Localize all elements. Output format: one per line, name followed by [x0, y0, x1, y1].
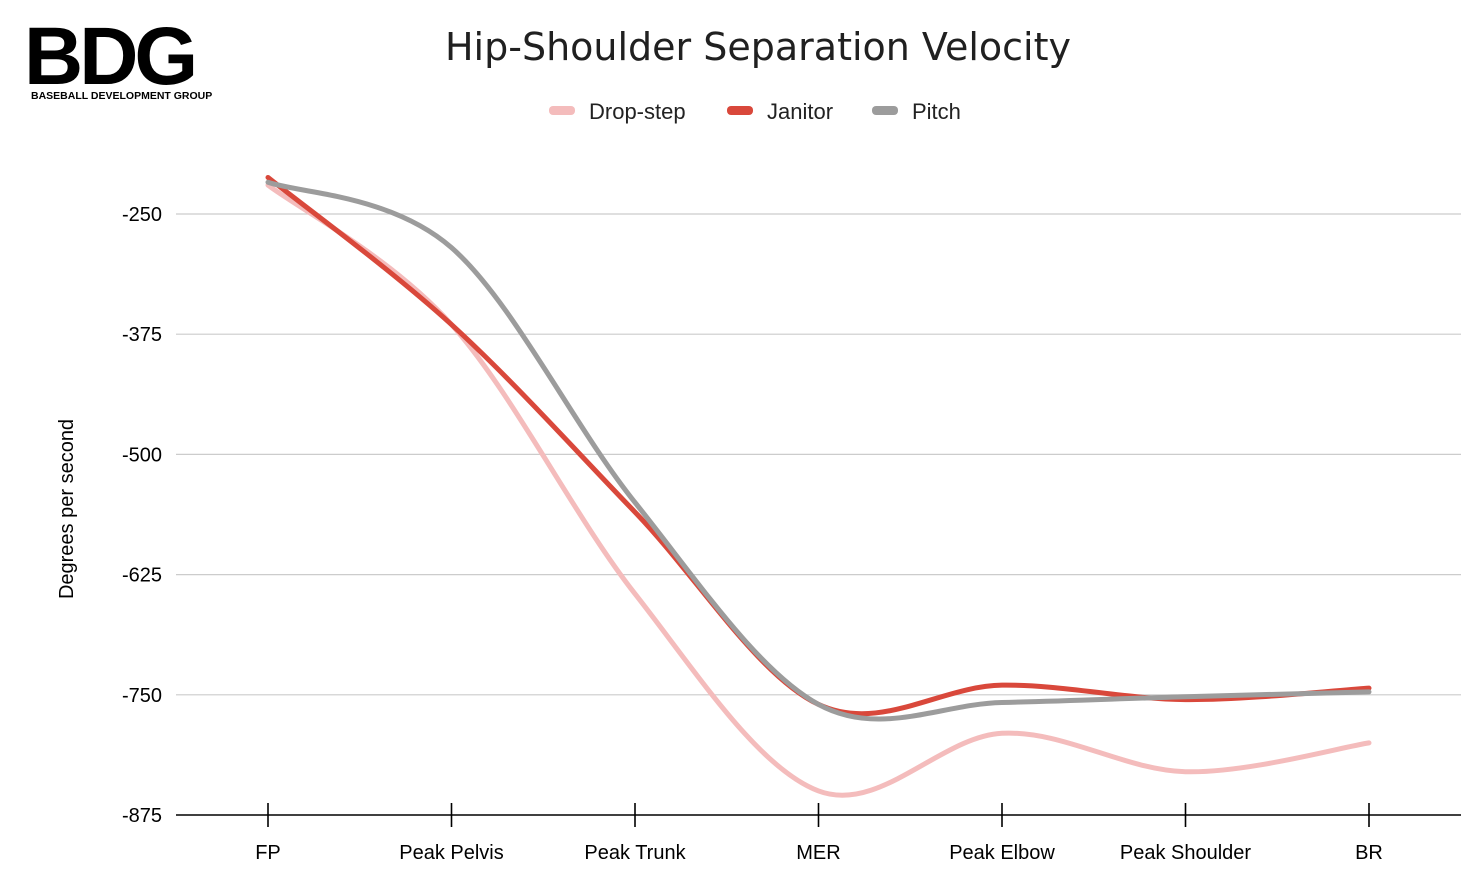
y-tick-label: -875 — [122, 805, 162, 827]
x-tick-label: BR — [1355, 842, 1383, 864]
chart-title: Hip-Shoulder Separation Velocity — [445, 25, 1071, 69]
y-axis-ticks: -250 -375 -500 -625 -750 -875 — [122, 204, 162, 827]
logo-tagline: BASEBALL DEVELOPMENT GROUP — [31, 90, 212, 102]
y-axis-title: Degrees per second — [56, 419, 78, 599]
x-tick-label: Peak Pelvis — [399, 842, 504, 864]
bdg-logo: BDG BASEBALL DEVELOPMENT GROUP — [24, 11, 212, 102]
legend-label: Pitch — [912, 99, 961, 124]
y-tick-label: -500 — [122, 444, 162, 466]
series-layer — [265, 174, 1372, 798]
legend-item-pitch: Pitch — [872, 99, 961, 124]
series-line-pitch — [265, 179, 1372, 722]
y-tick-label: -375 — [122, 324, 162, 346]
y-tick-label: -250 — [122, 204, 162, 226]
series-line-janitor — [265, 174, 1372, 717]
legend-label: Drop-step — [589, 99, 686, 124]
legend-label: Janitor — [767, 99, 833, 124]
x-axis: FP Peak Pelvis Peak Trunk MER Peak Elbow Peak… — [255, 803, 1383, 864]
gridlines — [176, 213, 1461, 816]
legend-swatch — [727, 106, 753, 115]
legend-swatch — [872, 106, 898, 115]
y-tick-label: -625 — [122, 565, 162, 587]
x-tick-label: MER — [796, 842, 840, 864]
legend-item-drop-step: Drop-step — [549, 99, 686, 124]
logo-letters: BDG — [24, 11, 194, 102]
x-tick-label: Peak Shoulder — [1120, 842, 1252, 864]
legend-item-janitor: Janitor — [727, 99, 833, 124]
chart-legend: Drop-step Janitor Pitch — [549, 99, 961, 124]
legend-swatch — [549, 106, 575, 115]
x-tick-label: Peak Trunk — [584, 842, 686, 864]
x-tick-label: Peak Elbow — [949, 842, 1055, 864]
y-tick-label: -750 — [122, 685, 162, 707]
x-tick-label: FP — [255, 842, 281, 864]
